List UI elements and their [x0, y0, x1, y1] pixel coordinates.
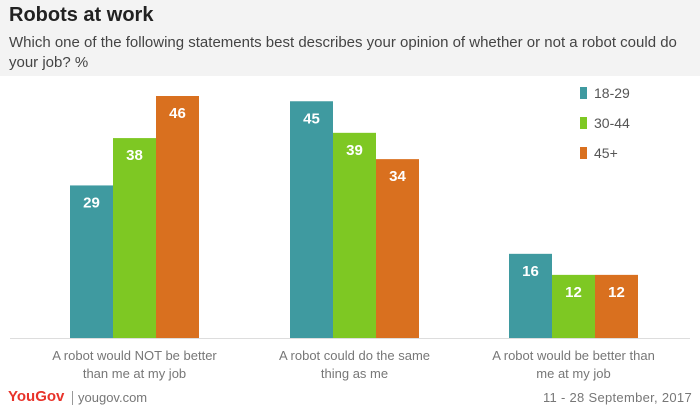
legend-label: 18-29 [594, 85, 630, 101]
footer-divider [72, 391, 73, 405]
bar-chart: 29 38 46 A robot would NOT be better than me… [10, 85, 690, 381]
category-label: A robot would be better than me at my job [492, 348, 655, 381]
bar-3-30-44 [552, 274, 595, 338]
data-label: 12 [608, 284, 625, 301]
bar-1-45 [156, 96, 199, 338]
legend-label: 45+ [594, 145, 618, 161]
bar-3-18-29 [509, 253, 552, 338]
legend-label: 30-44 [594, 115, 630, 131]
data-label: 12 [565, 284, 582, 301]
chart-subtitle: Which one of the following statements be… [9, 34, 677, 71]
data-label: 45 [303, 110, 320, 127]
bar-1-30-44 [113, 138, 156, 338]
legend-swatch [580, 147, 587, 159]
footer-site: yougov.com [78, 390, 148, 405]
footer-date: 11 - 28 September, 2017 [542, 390, 692, 405]
data-label: 39 [346, 142, 363, 159]
chart-header: Robots at work Which one of the followin… [0, 0, 700, 76]
data-label: 46 [169, 105, 186, 122]
category-label: A robot would NOT be better than me at my… [52, 348, 217, 381]
legend-swatch [580, 87, 587, 99]
data-label: 34 [389, 168, 406, 185]
data-label: 38 [126, 147, 143, 164]
bar-2-18-29 [290, 101, 333, 339]
category-label: A robot could do the same thing as me [279, 348, 430, 381]
legend-swatch [580, 117, 587, 129]
chart-title: Robots at work [9, 4, 154, 26]
bar-2-30-44 [333, 132, 376, 338]
data-label: 16 [522, 263, 539, 280]
bar-2-45 [376, 159, 419, 338]
bar-1-18-29 [70, 185, 113, 338]
yougov-logo: YouGov [8, 388, 65, 405]
data-label: 29 [83, 194, 100, 211]
bar-3-45 [595, 274, 638, 338]
